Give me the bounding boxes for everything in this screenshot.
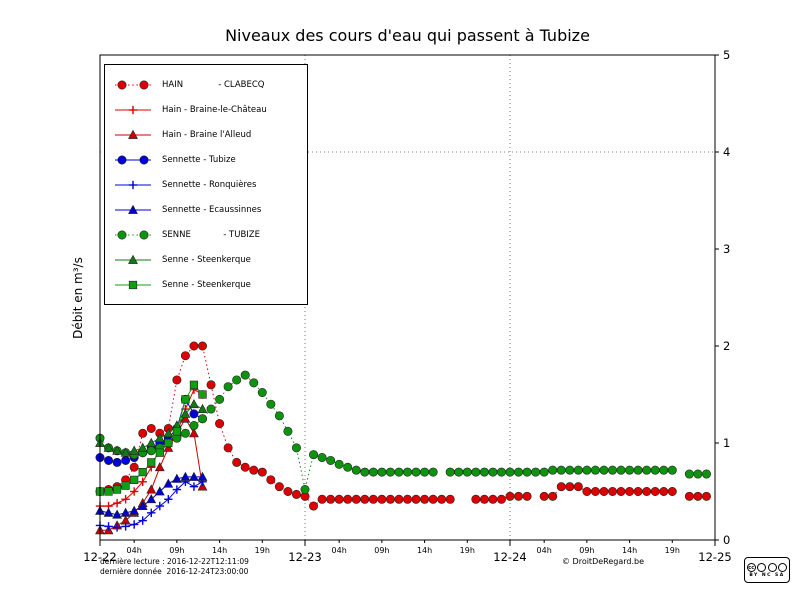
cc-by-icon — [757, 562, 767, 572]
legend-item-label: Hain - Braine l'Alleud — [162, 129, 252, 140]
y-tick-label: 2 — [723, 339, 730, 353]
legend-item-label: SENNE - TUBIZE — [162, 229, 260, 240]
x-minor-tick-label: 19h — [255, 546, 270, 555]
x-minor-tick-label: 19h — [665, 546, 680, 555]
circle-marker-icon — [115, 230, 151, 239]
x-major-tick-label: 12-24 — [493, 550, 526, 564]
x-minor-tick-label: 14h — [417, 546, 432, 555]
y-tick-label: 4 — [723, 145, 730, 159]
series-8 — [95, 380, 207, 496]
y-tick-label: 3 — [723, 242, 730, 256]
cc-letters: BY NC SA — [749, 572, 785, 578]
legend-item-label: HAIN - CLABECQ — [162, 79, 265, 90]
cc-sa-icon — [778, 562, 788, 572]
x-minor-tick-label: 09h — [374, 546, 389, 555]
x-major-tick-label: 12-23 — [288, 550, 321, 564]
cc-icons-row: cc — [746, 562, 788, 572]
square-marker-icon — [115, 280, 151, 289]
triangle-marker-icon — [115, 254, 151, 264]
triangle-marker-icon — [115, 204, 151, 214]
x-minor-tick-label: 09h — [169, 546, 184, 555]
x-minor-tick-label: 14h — [212, 546, 227, 555]
x-minor-tick-label: 04h — [127, 546, 142, 555]
legend-item-6: SENNE - TUBIZE — [105, 222, 307, 247]
legend-item-label: Hain - Braine-le-Château — [162, 104, 267, 115]
series-7 — [95, 398, 208, 457]
series-4 — [95, 477, 207, 532]
plus-marker-icon — [115, 105, 151, 114]
cc-license-badge[interactable]: cc BY NC SA — [744, 557, 790, 583]
x-minor-tick-label: 04h — [332, 546, 347, 555]
circle-marker-icon — [115, 155, 151, 164]
series-6 — [95, 370, 711, 495]
cc-nc-icon — [767, 562, 777, 572]
legend-item-label: Sennette - Tubize — [162, 154, 236, 165]
plot-border — [99, 54, 716, 541]
legend-item-label: Sennette - Ronquières — [162, 179, 257, 190]
cc-logo-icon: cc — [746, 562, 756, 572]
legend-item-7: Senne - Steenkerque — [105, 247, 307, 272]
y-tick-label: 1 — [723, 436, 730, 450]
x-major-tick-label: 12-25 — [698, 550, 731, 564]
series-0 — [95, 341, 711, 511]
legend-item-label: Senne - Steenkerque — [162, 254, 251, 265]
series-5 — [95, 471, 208, 519]
legend-item-4: Sennette - Ronquières — [105, 172, 307, 197]
legend-item-label: Sennette - Ecaussinnes — [162, 204, 262, 215]
legend-item-label: Senne - Steenkerque — [162, 279, 251, 290]
x-major-tick-label: 12-22 — [83, 550, 116, 564]
last-data-text: dernière donnée 2016-12-24T23:00:00 — [100, 567, 249, 576]
circle-marker-icon — [115, 80, 151, 89]
copyright-text: © DroitDeRegard.be — [562, 557, 645, 566]
x-minor-tick-label: 19h — [460, 546, 475, 555]
x-minor-tick-label: 09h — [579, 546, 594, 555]
chart-legend: HAIN - CLABECQ Hain - Braine-le-Château Ha… — [104, 64, 308, 305]
chart-title: Niveaux des cours d'eau qui passent à Tu… — [225, 26, 590, 45]
x-minor-tick-label: 14h — [622, 546, 637, 555]
legend-item-1: Hain - Braine-le-Château — [105, 97, 307, 122]
y-tick-label: 0 — [723, 533, 730, 547]
legend-item-0: HAIN - CLABECQ — [105, 72, 307, 97]
legend-item-3: Sennette - Tubize — [105, 147, 307, 172]
y-tick-label: 5 — [723, 48, 730, 62]
plus-marker-icon — [115, 180, 151, 189]
last-read-text: dernière lecture : 2016-12-22T12:11:09 — [100, 557, 249, 566]
legend-item-8: Senne - Steenkerque — [105, 272, 307, 297]
triangle-marker-icon — [115, 129, 151, 139]
legend-item-2: Hain - Braine l'Alleud — [105, 122, 307, 147]
legend-item-5: Sennette - Ecaussinnes — [105, 197, 307, 222]
x-minor-tick-label: 04h — [537, 546, 552, 555]
